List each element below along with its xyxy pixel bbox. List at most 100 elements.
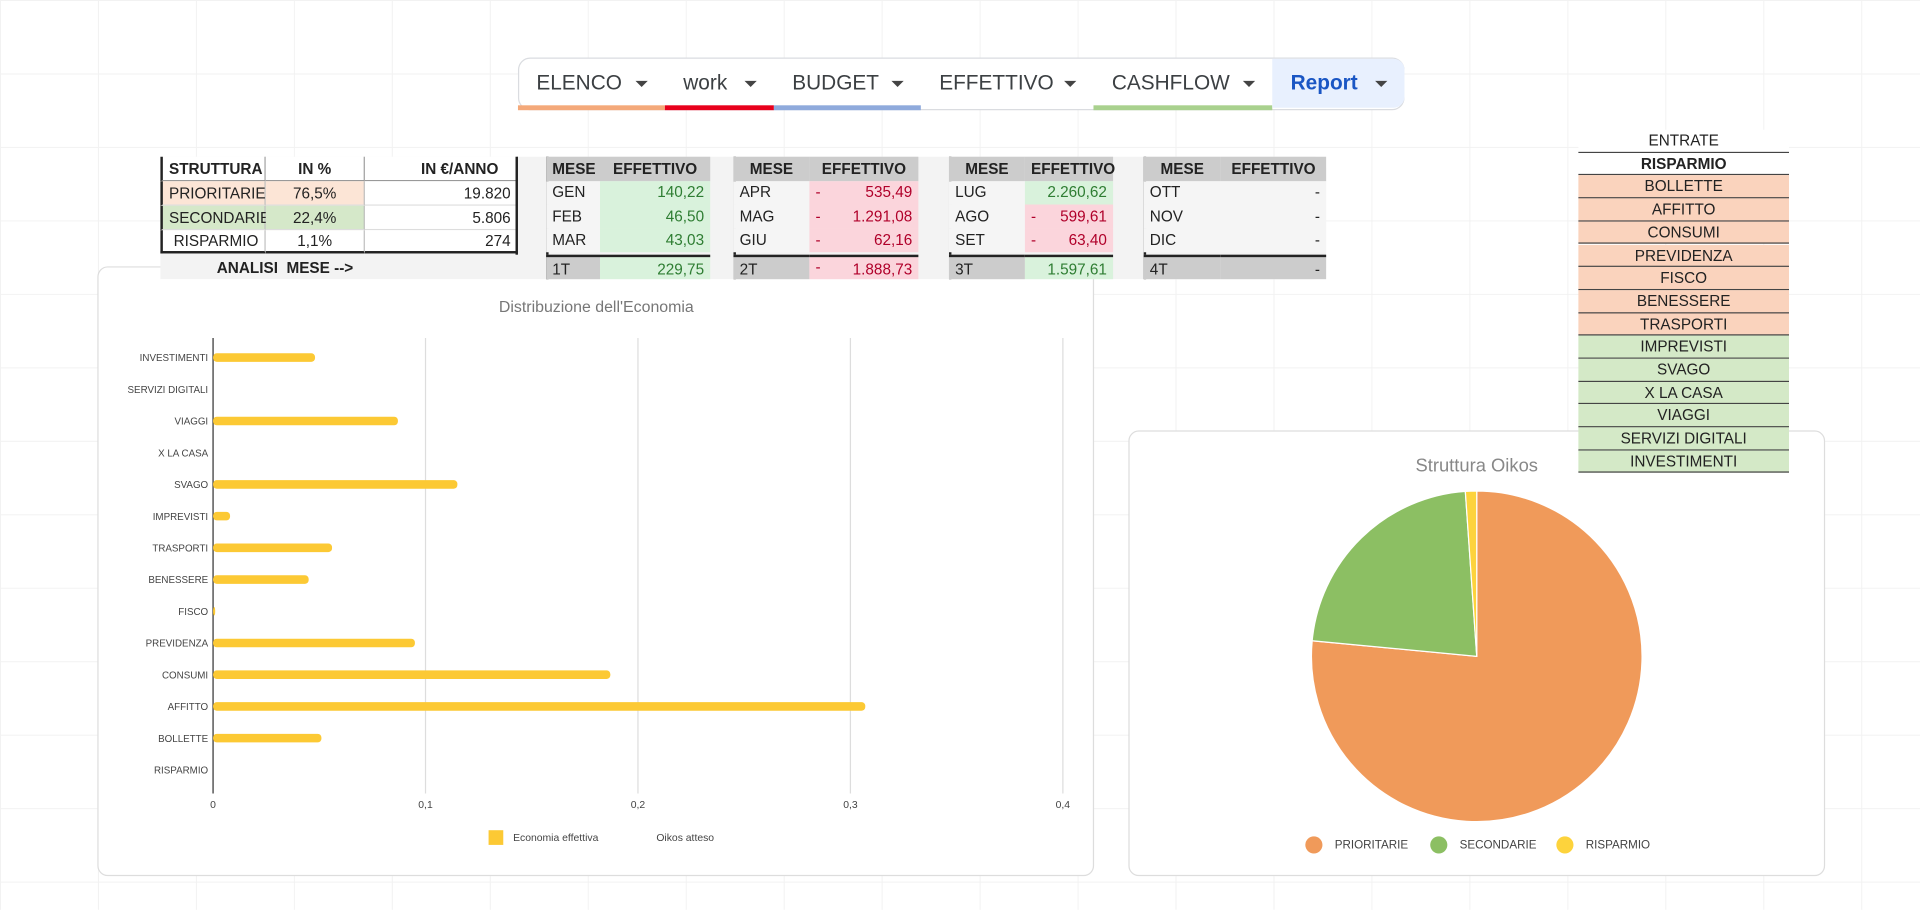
month-cell: GIU xyxy=(733,228,810,253)
value-cell: 2.260,62 xyxy=(1024,181,1114,205)
bar xyxy=(213,575,309,584)
pie-slice xyxy=(1311,490,1478,658)
cell: 274 xyxy=(364,230,518,254)
value-cell: 62,16 xyxy=(809,228,919,253)
value-cell: 1.888,73 xyxy=(809,254,919,280)
month-cell: 4T xyxy=(1143,254,1221,280)
bar xyxy=(213,733,322,743)
header-cell: IN % xyxy=(265,156,365,182)
bar xyxy=(213,606,216,616)
list-item: X LA CASA xyxy=(1578,381,1789,405)
month-cell: GEN xyxy=(546,181,601,205)
list-item: ENTRATE xyxy=(1578,129,1789,153)
header-cell: EFFETTIVO xyxy=(1024,156,1115,182)
month-cell: NOV xyxy=(1143,204,1221,229)
cell: 1,1% xyxy=(265,230,365,254)
header-cell: EFFETTIVO xyxy=(809,156,919,182)
value-cell: 229,75 xyxy=(600,254,711,280)
month-cell: 1T xyxy=(546,254,601,280)
bar xyxy=(213,638,415,648)
header-cell: EFFETTIVO xyxy=(1220,156,1327,182)
value-cell: 63,40 xyxy=(1024,228,1114,253)
legend-label: SECONDARIE xyxy=(1460,839,1537,852)
bar xyxy=(213,702,866,711)
tab[interactable]: BUDGET xyxy=(774,59,921,108)
month-cell: AGO xyxy=(948,204,1025,229)
tab-underline xyxy=(664,105,774,111)
tab[interactable]: Report xyxy=(1272,58,1405,108)
cell: 22,4% xyxy=(265,205,365,231)
list-item: SVAGO xyxy=(1578,358,1789,382)
tab-underline xyxy=(1093,105,1273,111)
value-cell: 46,50 xyxy=(600,204,711,229)
month-cell: APR xyxy=(733,181,810,205)
y-tick-label: IMPREVISTI xyxy=(153,512,208,523)
header-cell: MESE xyxy=(733,156,810,182)
bar xyxy=(213,416,398,426)
sign: - xyxy=(815,183,821,201)
x-tick-label: 0,2 xyxy=(631,800,646,811)
month-cell: FEB xyxy=(546,204,601,229)
y-tick-label: CONSUMI xyxy=(162,670,208,681)
list-item: VIAGGI xyxy=(1578,404,1789,428)
legend-label: Oikos atteso xyxy=(656,833,714,844)
bar xyxy=(213,511,231,521)
list-item: INVESTIMENTI xyxy=(1578,450,1789,474)
sign: - xyxy=(1031,231,1037,249)
tab-bar xyxy=(517,57,1405,111)
value-cell: 1.597,61 xyxy=(1024,254,1114,280)
header-cell: MESE xyxy=(1143,156,1221,182)
cell: 5.806 xyxy=(364,205,518,231)
chart-title: Struttura Oikos xyxy=(1416,454,1538,475)
value-cell: 43,03 xyxy=(600,228,711,253)
month-cell: MAG xyxy=(733,204,810,229)
y-tick-label: VIAGGI xyxy=(174,417,208,428)
bar xyxy=(213,543,333,553)
y-tick-label: RISPARMIO xyxy=(154,766,209,777)
list-item: PREVIDENZA xyxy=(1578,244,1789,268)
legend-label: PRIORITARIE xyxy=(1335,839,1409,852)
list-item: SERVIZI DIGITALI xyxy=(1578,427,1789,451)
table-border xyxy=(515,156,518,255)
y-tick-label: FISCO xyxy=(178,607,208,618)
tab[interactable]: CASHFLOW xyxy=(1093,59,1272,108)
list-item: IMPREVISTI xyxy=(1578,335,1789,359)
list-item: BENESSERE xyxy=(1578,290,1789,313)
month-cell: LUG xyxy=(948,181,1025,205)
sign: - xyxy=(815,258,821,276)
value-cell: - xyxy=(1220,181,1327,205)
y-tick-label: AFFITTO xyxy=(168,702,209,713)
legend-swatch xyxy=(488,830,504,845)
tab[interactable]: EFFETTIVO xyxy=(921,59,1094,108)
value-cell: 140,22 xyxy=(600,181,711,205)
month-cell: OTT xyxy=(1143,181,1221,205)
list-item: BOLLETTE xyxy=(1578,175,1789,199)
tab-underline xyxy=(517,105,665,111)
value-cell: - xyxy=(1220,204,1327,229)
tab[interactable]: work xyxy=(665,59,774,108)
y-tick-label: BOLLETTE xyxy=(158,734,208,745)
x-tick-label: 0,4 xyxy=(1056,800,1071,811)
bar xyxy=(213,480,458,489)
bar xyxy=(213,670,611,679)
x-tick-label: 0,3 xyxy=(843,800,858,811)
list-item: FISCO xyxy=(1578,267,1789,291)
header-cell: EFFETTIVO xyxy=(600,156,711,182)
tab[interactable]: ELENCO xyxy=(518,59,665,108)
sign: - xyxy=(1031,208,1037,226)
month-cell: DIC xyxy=(1143,228,1221,253)
pie-slice xyxy=(1464,490,1478,657)
header-cell: STRUTTURA xyxy=(160,156,266,182)
list-item: AFFITTO xyxy=(1578,198,1789,222)
y-tick-label: TRASPORTI xyxy=(152,544,208,555)
value-cell: - xyxy=(1220,254,1327,280)
chart-title: Distribuzione dell'Economia xyxy=(499,299,694,316)
bar xyxy=(213,353,316,362)
sign: - xyxy=(815,231,821,249)
header-cell: MESE xyxy=(546,156,601,182)
x-tick-label: 0 xyxy=(210,800,216,811)
y-tick-label: SERVIZI DIGITALI xyxy=(128,385,209,396)
y-tick-label: SVAGO xyxy=(174,480,208,491)
